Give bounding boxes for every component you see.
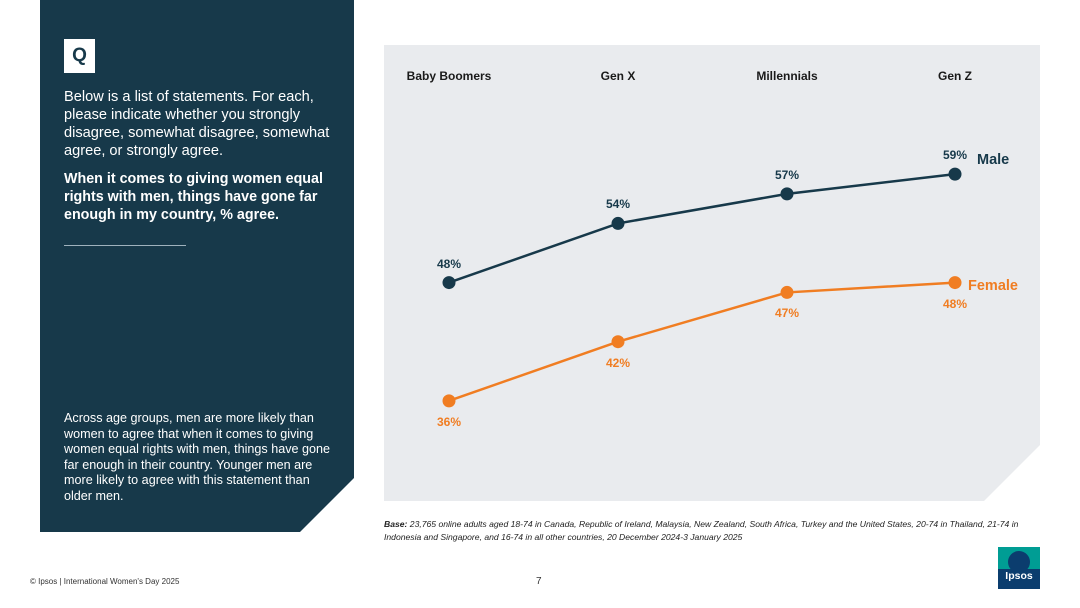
- category-label-gen-z: Gen Z: [937, 69, 973, 83]
- female-point-gen-z: [948, 276, 962, 290]
- female-data-label: 47%: [774, 306, 800, 321]
- question-prompt: Below is a list of statements. For each,…: [64, 89, 330, 159]
- question-summary: Across age groups, men are more likely t…: [64, 411, 331, 503]
- male-point-millennials: [780, 187, 794, 201]
- chart-background: [384, 45, 1040, 501]
- male-point-gen-z: [948, 167, 962, 181]
- male-data-label: 48%: [436, 256, 462, 271]
- male-series-line: [448, 172, 956, 284]
- male-data-label: 59%: [942, 148, 968, 163]
- page-number: 7: [536, 576, 542, 587]
- female-point-gen-x: [611, 335, 625, 349]
- female-series-legend: Female: [968, 278, 1018, 294]
- male-point-gen-x: [611, 216, 625, 230]
- base-note: Base: 23,765 online adults aged 18-74 in…: [384, 518, 1044, 544]
- male-point-baby-boomers: [442, 276, 456, 290]
- female-series-line: [448, 281, 956, 403]
- female-data-label: 36%: [436, 414, 462, 429]
- female-data-label: 48%: [942, 296, 968, 311]
- question-panel: [40, 0, 354, 532]
- female-data-label: 42%: [605, 355, 631, 370]
- category-label-millennials: Millennials: [756, 69, 818, 83]
- panel-corner-cut: [300, 478, 354, 532]
- ipsos-logo: [998, 547, 1040, 589]
- female-point-baby-boomers: [442, 394, 456, 408]
- male-data-label: 57%: [774, 167, 800, 182]
- male-data-label: 54%: [605, 197, 631, 212]
- base-note-label: Base:: [384, 519, 408, 529]
- category-label-gen-x: Gen X: [600, 69, 636, 83]
- question-statement: When it comes to giving women equal righ…: [64, 171, 323, 223]
- footer-copyright: © Ipsos | International Women's Day 2025: [30, 577, 180, 586]
- category-label-baby-boomers: Baby Boomers: [406, 69, 492, 83]
- female-point-millennials: [780, 285, 794, 299]
- base-note-text: 23,765 online adults aged 18-74 in Canad…: [384, 519, 1019, 542]
- divider: [64, 245, 186, 246]
- male-series-legend: Male: [977, 152, 1010, 168]
- question-badge: Q: [64, 39, 95, 73]
- logo-text: Ipsos: [1005, 570, 1033, 582]
